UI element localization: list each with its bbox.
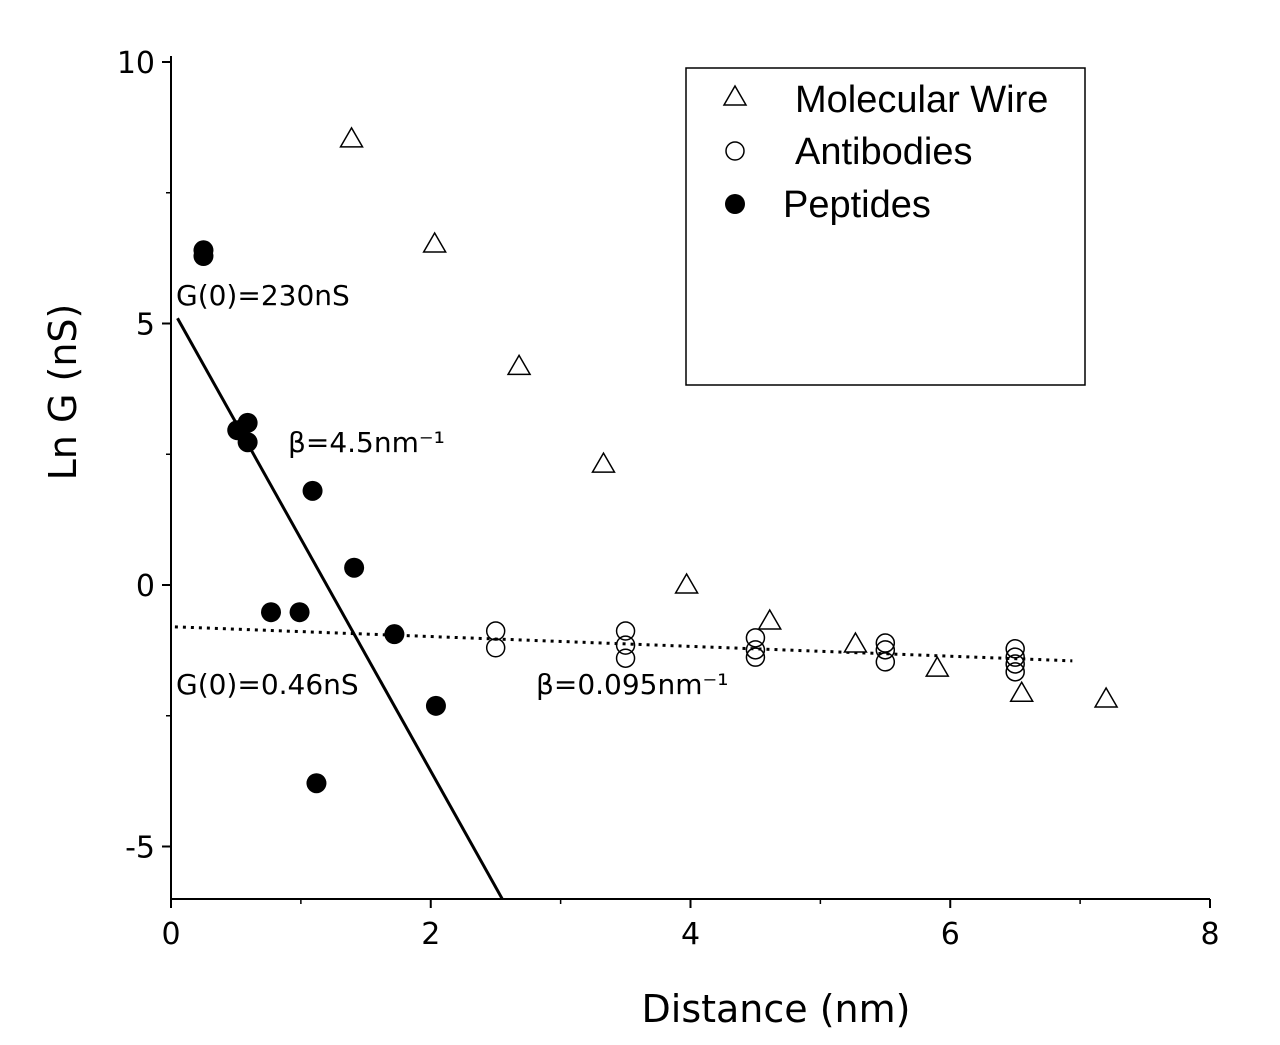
y-tick-label: 10: [117, 46, 155, 81]
molecular-wire-point: [674, 572, 699, 594]
peptides-point: [237, 412, 258, 433]
antibodies-point: [1005, 662, 1025, 682]
peptides-fit-line: [176, 317, 504, 900]
data-points: [193, 126, 1119, 794]
legend-label-molecular-wire: Molecular Wire: [795, 79, 1048, 121]
y-axis-label: Ln G (nS): [41, 304, 85, 481]
peptides-point: [302, 480, 323, 501]
antibodies-point: [485, 621, 506, 641]
x-tick-label: 6: [941, 917, 960, 952]
molecular-wire-point: [843, 631, 868, 653]
x-tick-label: 4: [681, 917, 700, 952]
annotation-peptides-beta: β=4.5nm⁻¹: [288, 426, 445, 459]
antibodies-point: [615, 648, 636, 668]
y-tick-label: 5: [136, 308, 155, 343]
antibodies-point: [615, 621, 636, 641]
peptides-point: [237, 432, 258, 453]
axes: 0 2 4 6 8 10 5 0 -5: [117, 46, 1220, 952]
molecular-wire-point: [339, 126, 364, 148]
peptides-point: [261, 602, 282, 623]
peptides-point: [193, 246, 214, 267]
peptides-point: [289, 602, 310, 623]
molecular-wire-point: [924, 655, 950, 677]
x-tick-label: 8: [1200, 917, 1219, 952]
legend-open-circle-marker: [725, 141, 745, 161]
annotation-antibodies-beta: β=0.095nm⁻¹: [536, 668, 729, 701]
antibodies-point: [1005, 647, 1025, 667]
molecular-wire-point: [1093, 686, 1119, 708]
peptides-point: [384, 624, 405, 645]
peptides-point: [344, 557, 365, 578]
y-tick-label: -5: [125, 831, 155, 866]
antibodies-point: [745, 647, 766, 667]
legend-label-peptides: Peptides: [783, 184, 931, 226]
antibodies-point: [745, 628, 766, 648]
x-tick-label: 2: [421, 917, 440, 952]
annotation-antibodies-g0: G(0)=0.46nS: [176, 668, 359, 701]
legend: Molecular Wire Antibodies Peptides: [685, 67, 1086, 386]
molecular-wire-point: [506, 353, 532, 376]
legend-label-antibodies: Antibodies: [795, 131, 972, 173]
molecular-wire-point: [422, 231, 447, 253]
x-axis-label: Distance (nm): [642, 987, 911, 1031]
legend-box: [685, 67, 1086, 386]
antibodies-point: [1005, 654, 1025, 674]
legend-filled-circle-marker: [725, 194, 745, 214]
antibodies-fit-line: [174, 625, 1073, 663]
peptides-point: [306, 773, 327, 794]
antibodies-point: [875, 633, 896, 653]
antibodies-point: [615, 635, 636, 655]
antibodies-point: [875, 640, 896, 660]
molecular-wire-point: [1009, 680, 1034, 702]
antibodies-point: [1005, 639, 1025, 659]
annotation-peptides-g0: G(0)=230nS: [176, 279, 350, 312]
antibodies-point: [485, 638, 506, 658]
peptides-point: [425, 695, 446, 716]
x-tick-label: 0: [161, 917, 180, 952]
antibodies-point: [875, 652, 896, 672]
y-tick-label: 0: [136, 569, 155, 604]
molecular-wire-point: [591, 451, 616, 473]
molecular-wire-point: [757, 608, 783, 630]
antibodies-point: [745, 640, 766, 660]
legend-triangle-marker: [722, 84, 748, 106]
fit-lines: [174, 317, 1073, 900]
